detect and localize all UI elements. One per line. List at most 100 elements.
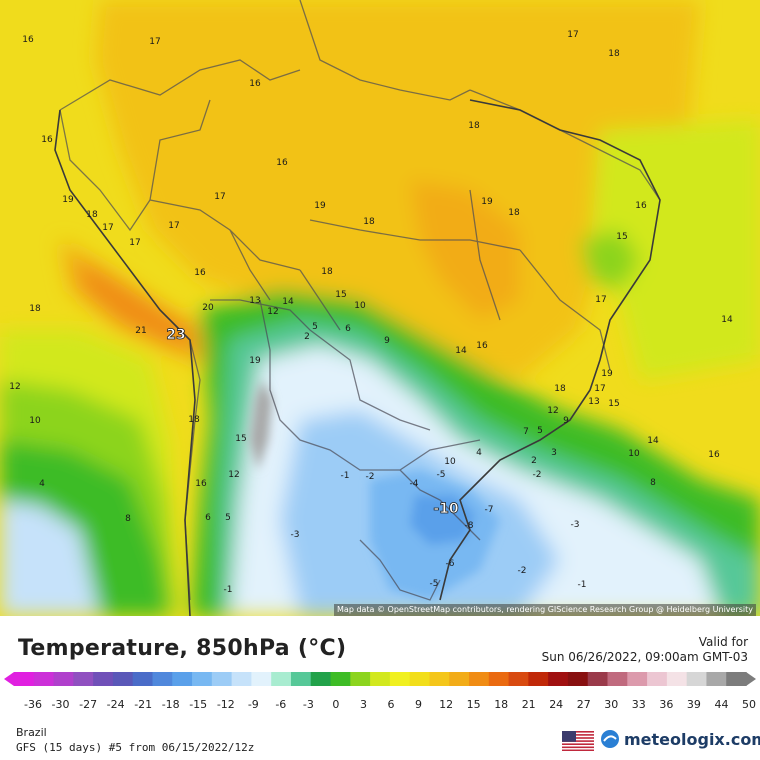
temperature-label: -2 — [533, 470, 542, 480]
temperature-label: 14 — [455, 346, 467, 356]
valid-label: Valid for — [698, 635, 748, 649]
temperature-label: -3 — [291, 530, 300, 540]
colorbar-cell — [607, 672, 628, 686]
colorbar-cell — [469, 672, 490, 686]
colorbar-cell — [686, 672, 708, 686]
temperature-label: 19 — [249, 356, 261, 366]
colorbar-cell — [528, 672, 549, 686]
colorbar-cell — [409, 672, 431, 686]
temperature-label: 13 — [249, 296, 260, 306]
temperature-label: 16 — [708, 450, 720, 460]
temperature-label: 18 — [468, 121, 480, 131]
temperature-label: 7 — [523, 427, 529, 437]
country-borders — [59, 0, 661, 601]
colorbar-tick-label: -27 — [79, 698, 97, 711]
temperature-label: 12 — [547, 406, 558, 416]
map-attribution: Map data © OpenStreetMap contributors, r… — [334, 604, 756, 616]
colorbar-tick-label: -21 — [134, 698, 152, 711]
colorbar-cell — [192, 672, 213, 686]
colorbar-tick-label: 9 — [415, 698, 422, 711]
colorbar-cell — [112, 672, 134, 686]
temperature-label: -2 — [366, 472, 375, 482]
colorbar-tick-label: 12 — [439, 698, 453, 711]
colorbar-cell — [290, 672, 312, 686]
temperature-label: -8 — [465, 521, 474, 531]
temperature-label: 8 — [125, 514, 131, 524]
temperature-label: 15 — [235, 434, 246, 444]
colorbar-cell — [310, 672, 332, 686]
temperature-label: 10 — [29, 416, 41, 426]
temperature-label: 14 — [647, 436, 659, 446]
temperature-label: 16 — [249, 79, 261, 89]
temperature-label: 16 — [276, 158, 288, 168]
temperature-label: 14 — [721, 315, 733, 325]
temperature-label: -1 — [341, 471, 350, 481]
temperature-label: 16 — [41, 135, 53, 145]
temperature-label: 14 — [282, 297, 294, 307]
colorbar-tick-label: 39 — [687, 698, 701, 711]
temperature-label: 18 — [554, 384, 566, 394]
temperature-label: 20 — [202, 303, 214, 313]
temperature-label: 17 — [567, 30, 578, 40]
temperature-label: 19 — [481, 197, 493, 207]
colorbar-tick-label: -15 — [189, 698, 207, 711]
pacific-coastline — [54, 109, 196, 616]
colorbar-cell — [587, 672, 609, 686]
us-flag-icon[interactable] — [562, 731, 594, 751]
map-canvas: 16 17161718161816171918191816191718171715… — [0, 0, 760, 616]
colorbar-cell — [726, 672, 747, 686]
temperature-label: 19 — [62, 195, 74, 205]
temperature-label: 15 — [335, 290, 346, 300]
temperature-label: 18 — [508, 208, 520, 218]
colorbar-cell — [330, 672, 351, 686]
colorbar-cell — [449, 672, 470, 686]
colorbar-cell — [33, 672, 55, 686]
temperature-map[interactable]: 16 17 16 17 18 16 18 16 17 19 18 19 18 16 19 17 18 17 17 15… — [0, 0, 760, 616]
temperature-label: 10 — [444, 457, 456, 467]
colorbar-cell — [548, 672, 569, 686]
colorbar-tick-label: -6 — [275, 698, 286, 711]
temperature-label: 19 — [601, 369, 613, 379]
colorbar-cell — [73, 672, 94, 686]
region-label: Brazil — [16, 726, 47, 739]
colorbar-cell — [350, 672, 371, 686]
temperature-label: 18 — [363, 217, 375, 227]
colorbar-arrow-left — [4, 672, 14, 686]
colorbar-tick-label: -12 — [217, 698, 235, 711]
colorbar-svg: -36 -30 -27 -24 -21 -18 -15 -12 -9 -6 -3 0 3 6 9 12 15 18… — [4, 672, 756, 711]
meteologix-logo-icon — [601, 730, 619, 748]
colorbar-tick-label: 50 — [742, 698, 756, 711]
colorbar: -36 -30 -27 -24 -21 -18 -15 -12 -9 -6 -3 0 3 6 9 12 15 18… — [0, 668, 760, 712]
temperature-label: 15 — [616, 232, 627, 242]
temperature-label: 4 — [476, 448, 482, 458]
temperature-label: 10 — [354, 301, 366, 311]
field-cold-core — [410, 495, 475, 545]
temperature-label: -5 — [430, 579, 439, 589]
temperature-label: 2 — [304, 332, 310, 342]
colorbar-tick-label: -18 — [162, 698, 180, 711]
temperature-label: 5 — [225, 513, 231, 523]
colorbar-cell — [271, 672, 292, 686]
model-run-label: GFS (15 days) #5 from 06/15/2022/12z — [16, 741, 255, 754]
colorbar-cell — [93, 672, 114, 686]
colorbar-cell — [508, 672, 529, 686]
brand-logo[interactable]: meteologix.com — [600, 729, 760, 749]
temperature-label: 8 — [650, 478, 656, 488]
temperature-label: 17 — [214, 192, 225, 202]
colorbar-tick-label: 0 — [332, 698, 339, 711]
field-ne-green — [580, 230, 640, 290]
colorbar-cell — [132, 672, 154, 686]
colorbar-cell — [488, 672, 510, 686]
temperature-label: 12 — [267, 307, 278, 317]
temperature-label: 17 — [129, 238, 140, 248]
colorbar-tick-label: -30 — [52, 698, 70, 711]
temperature-label: 6 — [345, 324, 351, 334]
temperature-label: 18 — [86, 210, 98, 220]
colorbar-cell — [647, 672, 668, 686]
temperature-label: -2 — [518, 566, 527, 576]
colorbar-cell — [231, 672, 252, 686]
temperature-label: -5 — [437, 470, 446, 480]
colorbar-arrow-right — [746, 672, 756, 686]
temperature-label: 12 — [228, 470, 239, 480]
brand-name: meteologix.com — [624, 729, 760, 749]
